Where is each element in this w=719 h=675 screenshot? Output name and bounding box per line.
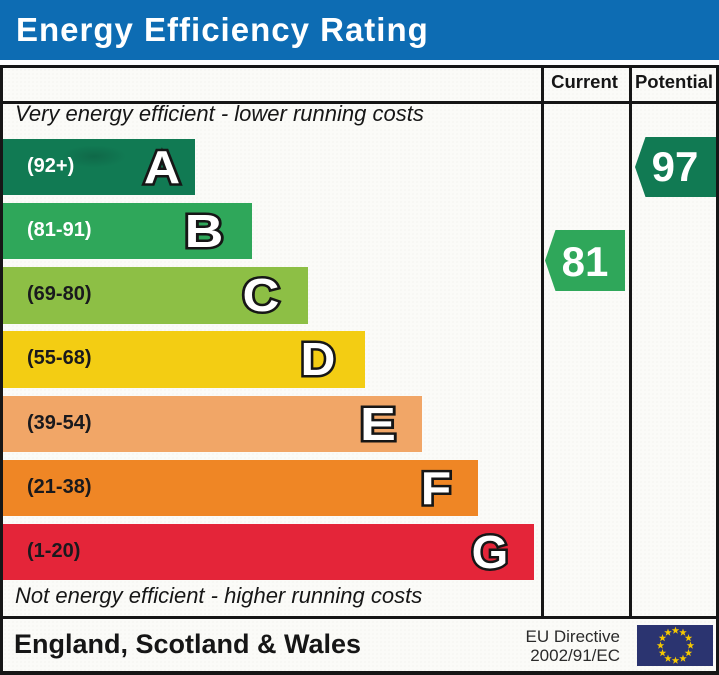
- svg-text:E: E: [360, 398, 396, 446]
- svg-text:81: 81: [562, 238, 609, 285]
- svg-text:97: 97: [652, 143, 699, 190]
- svg-text:C: C: [243, 269, 280, 317]
- svg-text:F: F: [421, 462, 451, 510]
- svg-text:B: B: [185, 205, 224, 253]
- svg-text:G: G: [471, 526, 508, 574]
- svg-text:D: D: [301, 333, 336, 381]
- svg-text:A: A: [144, 141, 180, 189]
